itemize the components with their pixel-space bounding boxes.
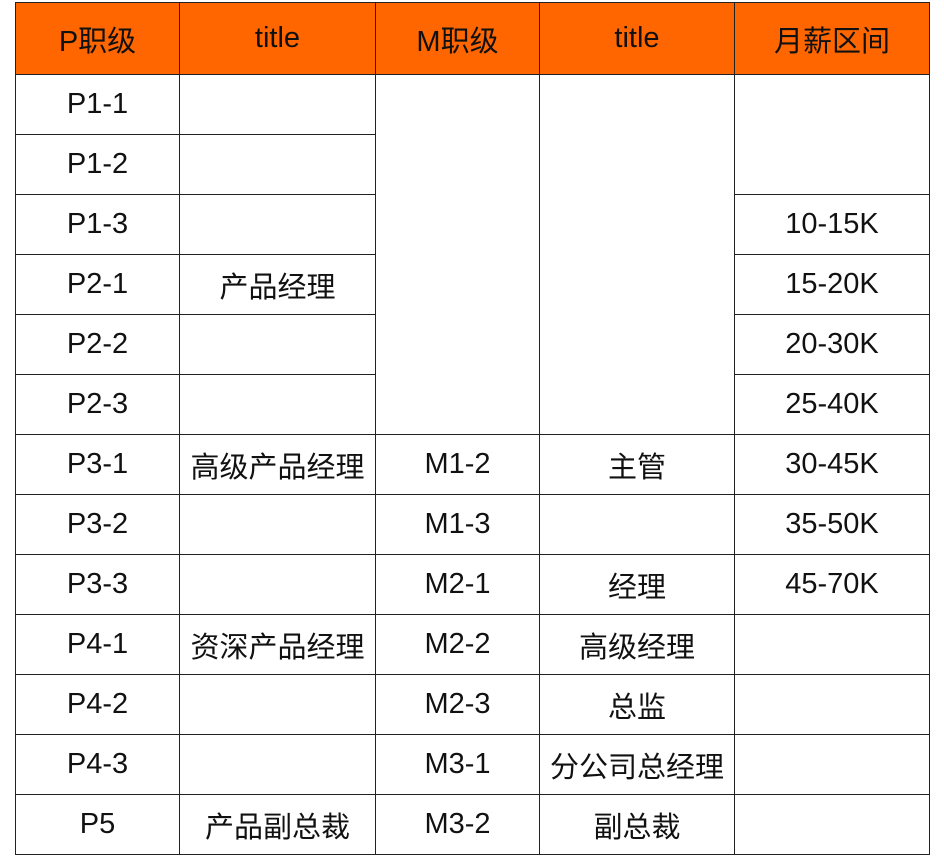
p-title-cell <box>179 314 376 375</box>
header-m-level: M职级 <box>375 2 540 75</box>
p-title-cell <box>179 554 376 615</box>
table-row: P3-1 高级产品经理 M1-2 主管 30-45K <box>15 434 930 495</box>
table-row: P2-2 20-30K <box>15 314 930 375</box>
m-level-cell: M3-1 <box>375 734 540 795</box>
salary-cell: 25-40K <box>734 374 930 435</box>
salary-cell: 15-20K <box>734 254 930 315</box>
p-title-cell <box>179 194 376 255</box>
p-title-cell <box>179 674 376 735</box>
table-row: P3-2 M1-3 35-50K <box>15 494 930 555</box>
m-title-cell: 总监 <box>539 674 735 735</box>
m-level-cell: M1-3 <box>375 494 540 555</box>
p-level-cell: P3-3 <box>15 554 180 615</box>
p-level-cell: P1-1 <box>15 74 180 135</box>
p-level-cell: P1-2 <box>15 134 180 195</box>
salary-cell <box>734 674 930 735</box>
salary-cell: 45-70K <box>734 554 930 615</box>
m-title-cell: 副总裁 <box>539 794 735 855</box>
p-level-cell: P1-3 <box>15 194 180 255</box>
m-level-cell: M2-3 <box>375 674 540 735</box>
table-row: P3-3 M2-1 经理 45-70K <box>15 554 930 615</box>
m-level-cell <box>375 74 540 435</box>
m-title-cell: 主管 <box>539 434 735 495</box>
m-level-cell: M3-2 <box>375 794 540 855</box>
table-row: P4-3 M3-1 分公司总经理 <box>15 734 930 795</box>
m-level-cell: M1-2 <box>375 434 540 495</box>
p-level-cell: P3-1 <box>15 434 180 495</box>
p-title-cell: 产品副总裁 <box>179 794 376 855</box>
header-p-level: P职级 <box>15 2 180 75</box>
header-p-title: title <box>179 2 376 75</box>
header-m-title: title <box>539 2 735 75</box>
p-title-cell <box>179 74 376 135</box>
m-level-cell: M2-1 <box>375 554 540 615</box>
table-row: P1-2 <box>15 134 930 195</box>
salary-cell <box>734 734 930 795</box>
p-level-cell: P2-1 <box>15 254 180 315</box>
p-title-cell: 产品经理 <box>179 254 376 315</box>
p-level-cell: P2-2 <box>15 314 180 375</box>
table-row: P5 产品副总裁 M3-2 副总裁 <box>15 794 930 855</box>
salary-cell: 20-30K <box>734 314 930 375</box>
p-title-cell <box>179 734 376 795</box>
header-salary-range: 月薪区间 <box>734 2 930 75</box>
m-title-cell <box>539 74 735 435</box>
table-row: P1-1 <box>15 74 930 435</box>
p-level-cell: P4-3 <box>15 734 180 795</box>
m-title-cell <box>539 494 735 555</box>
table-row: P4-2 M2-3 总监 <box>15 674 930 735</box>
m-title-cell: 高级经理 <box>539 614 735 675</box>
p-level-cell: P2-3 <box>15 374 180 435</box>
p-level-cell: P4-1 <box>15 614 180 675</box>
salary-cell <box>734 794 930 855</box>
p-title-cell <box>179 374 376 435</box>
p-level-cell: P5 <box>15 794 180 855</box>
salary-cell <box>734 74 930 195</box>
header-row: P职级 title M职级 title 月薪区间 <box>15 2 930 75</box>
m-title-cell: 经理 <box>539 554 735 615</box>
p-title-cell <box>179 134 376 195</box>
salary-cell: 35-50K <box>734 494 930 555</box>
p-title-cell: 资深产品经理 <box>179 614 376 675</box>
p-level-cell: P3-2 <box>15 494 180 555</box>
job-level-table: P职级 title M职级 title 月薪区间 P1-1 P1-2 P1-3 … <box>15 2 930 855</box>
salary-cell <box>734 614 930 675</box>
p-title-cell: 高级产品经理 <box>179 434 376 495</box>
m-level-cell: M2-2 <box>375 614 540 675</box>
salary-cell: 30-45K <box>734 434 930 495</box>
p-title-cell <box>179 494 376 555</box>
p-level-cell: P4-2 <box>15 674 180 735</box>
m-title-cell: 分公司总经理 <box>539 734 735 795</box>
table-row: P4-1 资深产品经理 M2-2 高级经理 <box>15 614 930 675</box>
salary-cell: 10-15K <box>734 194 930 255</box>
